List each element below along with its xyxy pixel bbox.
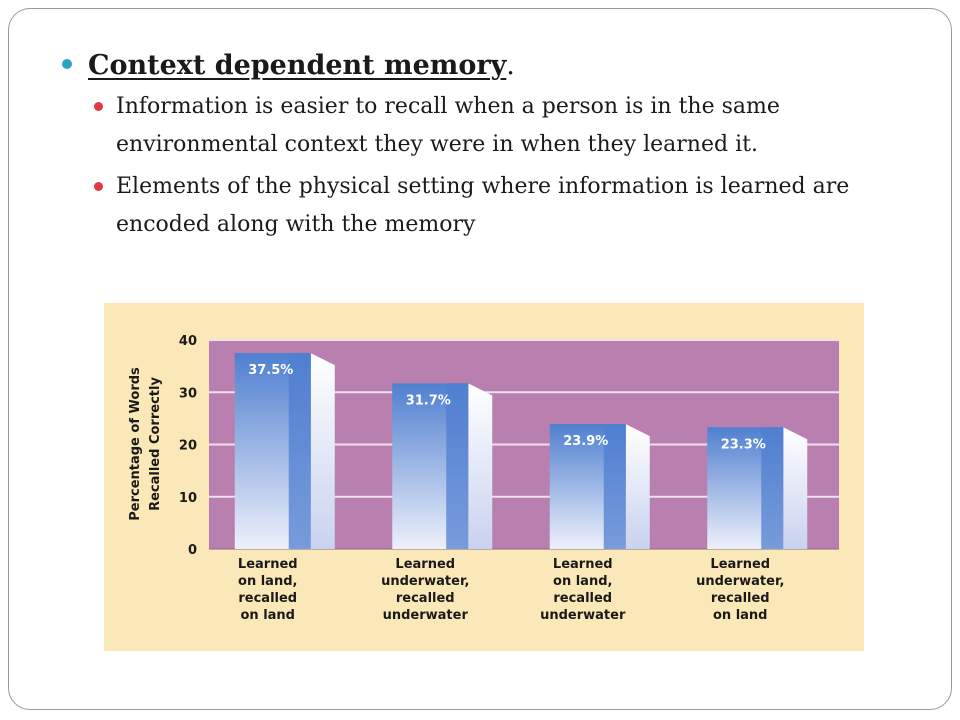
x-tick-label: underwater [383, 608, 469, 623]
bar-side [310, 353, 335, 549]
y-tick-label: 20 [179, 439, 197, 454]
y-axis-label: Percentage of Words [128, 367, 143, 521]
x-tick-label: recalled [238, 591, 297, 606]
bullet-dot-icon [62, 59, 72, 69]
x-tick-label: Learned [395, 557, 455, 572]
x-tick-label: Learned [238, 557, 298, 572]
x-tick-label: on land [240, 608, 295, 623]
heading-suffix: . [506, 50, 515, 81]
x-tick-label: Learned [553, 557, 613, 572]
bar-shade [761, 427, 784, 549]
y-tick-label: 40 [179, 334, 197, 349]
x-tick-label: underwater [540, 608, 626, 623]
x-tick-label: Learned [710, 557, 770, 572]
y-tick-label: 30 [179, 386, 197, 401]
slide-heading: Context dependent memory [88, 50, 507, 81]
bar-chart-svg: 0 10 20 30 40 Percentage of Words Recalled Cor… [104, 303, 864, 651]
data-label: 31.7% [406, 393, 451, 408]
y-tick-label: 0 [188, 543, 197, 558]
x-tick-label: underwater, [381, 574, 469, 589]
bar-side [625, 424, 650, 549]
bar-chart: 0 10 20 30 40 Percentage of Words Recalled Cor… [104, 303, 864, 651]
data-label: 23.3% [721, 437, 766, 452]
bar-side [468, 383, 493, 549]
bar-shade [603, 424, 626, 549]
sub-bullet-text: Elements of the physical setting where i… [116, 174, 850, 237]
x-tick-label: recalled [711, 591, 770, 606]
heading-bullet: Context dependent memory. [62, 46, 892, 86]
data-label: 23.9% [563, 434, 608, 449]
sub-bullet-1: Information is easier to recall when a p… [62, 88, 892, 164]
bar-shade [446, 383, 469, 549]
slide-text: Context dependent memory. Information is… [62, 46, 892, 244]
y-axis-label: Recalled Correctly [148, 377, 163, 511]
bar-side [783, 427, 808, 549]
y-tick-label: 10 [179, 491, 197, 506]
bar-shade [288, 353, 311, 549]
x-tick-label: underwater, [696, 574, 784, 589]
x-tick-label: recalled [396, 591, 455, 606]
x-tick-label: on land [713, 608, 768, 623]
sub-bullet-2: Elements of the physical setting where i… [62, 168, 892, 244]
bullet-dot-icon [94, 102, 103, 111]
x-tick-label: on land, [553, 574, 612, 589]
data-label: 37.5% [248, 363, 293, 378]
sub-bullet-text: Information is easier to recall when a p… [116, 94, 780, 157]
x-tick-label: on land, [238, 574, 297, 589]
x-tick-label: recalled [553, 591, 612, 606]
bullet-dot-icon [94, 182, 103, 191]
